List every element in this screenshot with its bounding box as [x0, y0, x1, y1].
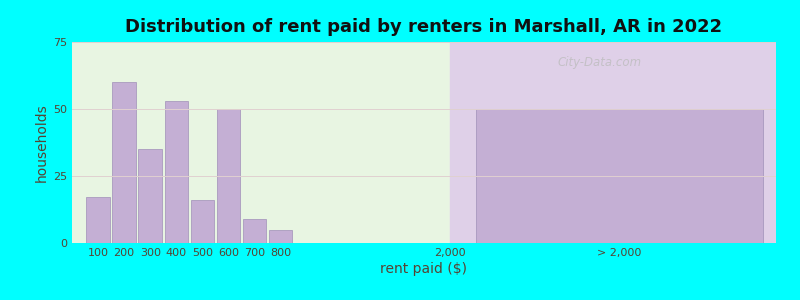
- Bar: [113, 82, 136, 243]
- Bar: [450, 42, 776, 243]
- Y-axis label: households: households: [35, 103, 49, 182]
- Bar: [165, 101, 188, 243]
- Bar: [242, 219, 266, 243]
- Title: Distribution of rent paid by renters in Marshall, AR in 2022: Distribution of rent paid by renters in …: [126, 18, 722, 36]
- X-axis label: rent paid ($): rent paid ($): [381, 262, 467, 276]
- Text: City-Data.com: City-Data.com: [558, 56, 642, 69]
- Bar: [138, 149, 162, 243]
- Bar: [72, 42, 450, 243]
- Bar: [476, 109, 763, 243]
- Bar: [269, 230, 292, 243]
- Bar: [190, 200, 214, 243]
- Bar: [86, 197, 110, 243]
- Bar: [217, 109, 240, 243]
